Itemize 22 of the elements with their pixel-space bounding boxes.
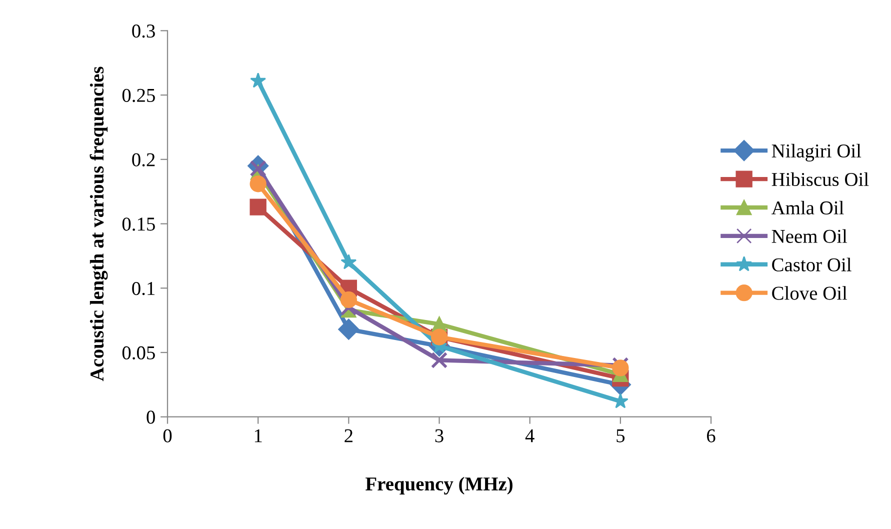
x-tick-label: 2 bbox=[344, 429, 352, 442]
x-tick-label: 3 bbox=[435, 429, 444, 442]
x-tick-label: 5 bbox=[616, 429, 625, 442]
legend-label: Clove Oil bbox=[772, 286, 848, 300]
legend-label: Neem Oil bbox=[772, 229, 848, 243]
y-tick-label: 0.15 bbox=[122, 218, 155, 231]
legend-label: Hibiscus Oil bbox=[772, 172, 869, 186]
x-tick-label: 0 bbox=[163, 429, 172, 442]
y-tick-label: 0.2 bbox=[132, 153, 155, 166]
y-tick-label: 0 bbox=[146, 410, 155, 424]
x-tick-label: 6 bbox=[706, 429, 716, 442]
y-tick-label: 0.1 bbox=[132, 282, 155, 296]
y-tick-label: 0.05 bbox=[122, 346, 155, 360]
legend-label: Castor Oil bbox=[772, 258, 852, 272]
legend-label: Amla Oil bbox=[771, 200, 844, 214]
y-tick-label: 0.25 bbox=[122, 88, 155, 102]
legend-label: Nilagiri Oil bbox=[772, 144, 862, 162]
x-axis-title: Frequency (MHz) bbox=[366, 476, 512, 495]
x-tick-label: 1 bbox=[254, 429, 262, 442]
y-tick-label: 0.3 bbox=[132, 24, 155, 38]
y-axis-title: Acoustic length at various frequencies bbox=[90, 66, 108, 382]
x-tick-label: 4 bbox=[525, 429, 534, 442]
